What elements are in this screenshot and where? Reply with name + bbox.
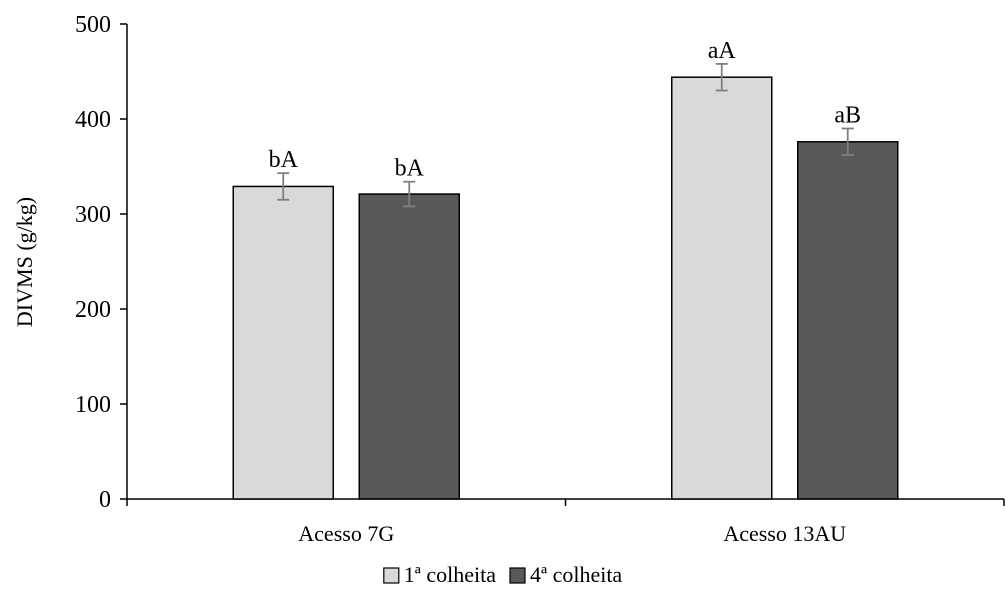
bar <box>359 194 459 499</box>
y-tick-label: 500 <box>75 12 111 38</box>
y-tick-label: 200 <box>75 297 111 323</box>
legend-item: 1ª colheita <box>384 562 496 587</box>
y-tick-label: 100 <box>75 392 111 418</box>
bar-data-label: aB <box>834 103 861 129</box>
y-tick-label: 400 <box>75 107 111 133</box>
legend-swatch <box>510 568 525 583</box>
legend-label: 1ª colheita <box>404 562 496 587</box>
legend-item: 4ª colheita <box>510 562 622 587</box>
bar <box>233 186 333 499</box>
y-tick-label: 300 <box>75 202 111 228</box>
x-category-label: Acesso 13AU <box>723 521 846 546</box>
bar <box>798 142 898 499</box>
legend-swatch <box>384 568 399 583</box>
bar-data-label: aA <box>708 38 737 64</box>
bar <box>672 77 772 499</box>
bar-data-label: bA <box>269 147 299 173</box>
bar-data-label: bA <box>395 156 425 182</box>
plot-area: 0 100 200 300 400 500 bA bA Acesso 7G aA aB Acesso … <box>75 12 1004 546</box>
y-tick-label: 0 <box>99 487 111 513</box>
y-axis-title: DIVMS (g/kg) <box>12 197 37 327</box>
legend: 1ª colheita 4ª colheita <box>384 562 623 587</box>
x-category-label: Acesso 7G <box>298 521 394 546</box>
legend-label: 4ª colheita <box>530 562 622 587</box>
